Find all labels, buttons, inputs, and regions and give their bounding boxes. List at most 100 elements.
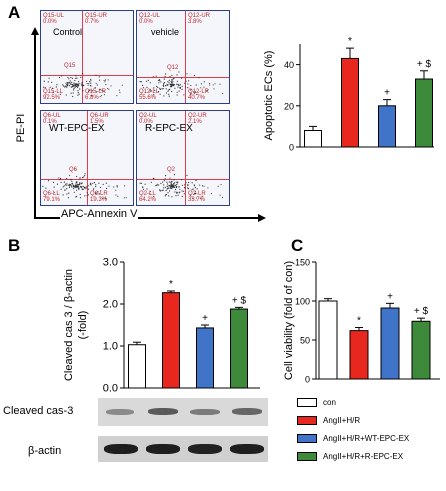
scatter-dot: [123, 197, 126, 199]
scatter-dot: [65, 184, 67, 186]
scatter-dot: [142, 186, 144, 188]
scatter-dot: [55, 86, 57, 88]
scatter-dot: [163, 187, 165, 189]
scatter-dot: [160, 81, 162, 83]
scatter-dot: [63, 181, 65, 183]
quadrant-ll-percent: 55.6%: [139, 95, 157, 101]
scatter-dot: [187, 87, 189, 89]
scatter-dot: [167, 81, 169, 83]
scatter-dot: [212, 84, 214, 86]
scatter-dot: [81, 188, 83, 190]
scatter-dot: [174, 188, 177, 191]
scatter-dot: [115, 194, 117, 196]
scatter-dot: [221, 196, 224, 198]
scatter-dot: [92, 182, 94, 184]
scatter-dot: [103, 90, 105, 92]
scatter-dot: [68, 183, 70, 185]
scatter-dot: [90, 82, 92, 84]
scatter-dot: [69, 178, 72, 181]
scatter-dot: [156, 85, 158, 87]
scatter-dot: [62, 186, 64, 188]
quadrant-lr-label: Q6-LR: [90, 191, 108, 197]
scatter-dot: [116, 185, 118, 187]
flow-plot: Q6-UL 0.1% Q6-UR 1.5% Q6-LL 79.1% Q6-LR 19.3% Q6…: [40, 110, 134, 206]
significance-marker: +: [387, 291, 393, 302]
flow-plot-title: vehicle: [151, 27, 180, 37]
scatter-dot: [78, 83, 80, 85]
scatter-dot: [194, 187, 196, 189]
scatter-dot: [75, 75, 77, 77]
scatter-dot: [172, 184, 174, 186]
flow-plot-title: R-EPC-EX: [145, 123, 193, 134]
scatter-dot: [191, 189, 193, 191]
scatter-dot: [82, 186, 84, 188]
legend-swatch: [297, 397, 317, 407]
scatter-dot: [73, 186, 75, 188]
legend-label: AngII+H/R: [323, 415, 361, 425]
scatter-dot: [105, 182, 107, 184]
scatter-dot: [165, 92, 167, 94]
blot-strip-cas3: [98, 398, 268, 426]
scatter-dot: [173, 179, 175, 181]
scatter-dot: [83, 188, 85, 190]
significance-marker: + $: [414, 306, 429, 317]
scatter-dot: [220, 183, 222, 186]
scatter-dot: [76, 195, 78, 197]
scatter-cloud: [42, 173, 127, 200]
scatter-dot: [139, 182, 141, 184]
scatter-dot: [186, 174, 188, 176]
scatter-dot: [52, 91, 54, 94]
legend-swatch: [297, 451, 317, 461]
bar: [378, 105, 396, 148]
scatter-dot: [150, 181, 152, 183]
legend-swatch: [297, 433, 317, 443]
scatter-dot: [165, 73, 167, 75]
scatter-dot: [60, 188, 62, 190]
scatter-dot: [142, 87, 145, 89]
blot-band: [232, 408, 262, 415]
scatter-dot: [160, 88, 162, 90]
quadrant-ur-percent: 1.5%: [90, 119, 104, 125]
scatter-dot: [163, 95, 165, 97]
scatter-dot: [49, 86, 51, 88]
scatter-dot: [193, 74, 195, 77]
y-tick-label: 50: [300, 336, 310, 346]
scatter-dot: [113, 186, 115, 188]
scatter-dot: [195, 180, 197, 182]
scatter-dot: [169, 86, 172, 88]
scatter-dot: [66, 177, 68, 180]
scatter-dot: [154, 89, 156, 91]
quadrant-line-horizontal: [137, 179, 229, 180]
scatter-dot: [177, 181, 179, 183]
scatter-dot: [190, 85, 192, 87]
scatter-dot: [67, 84, 69, 86]
scatter-dot: [169, 190, 171, 192]
scatter-dot: [115, 189, 117, 191]
scatter-dot: [172, 81, 174, 83]
scatter-dot: [82, 90, 84, 92]
scatter-dot: [74, 83, 76, 85]
scatter-dot: [72, 95, 74, 98]
quadrant-line-vertical: [185, 11, 186, 103]
scatter-dot: [157, 79, 159, 81]
scatter-dot: [149, 90, 151, 92]
scatter-dot: [106, 187, 108, 189]
y-tick-label: 1.0: [103, 341, 118, 353]
scatter-dot: [178, 186, 180, 188]
scatter-dot: [75, 77, 77, 79]
scatter-dot: [80, 83, 82, 85]
scatter-dot: [176, 74, 178, 76]
scatter-dot: [69, 83, 72, 85]
scatter-dot: [82, 84, 84, 86]
legend-item-r: AngII+H/R+R-EPC-EX: [297, 450, 403, 462]
scatter-dot: [77, 85, 79, 87]
scatter-dot: [175, 195, 177, 197]
quadrant-ul-percent: 0.0%: [139, 19, 153, 25]
scatter-dot: [80, 76, 82, 78]
scatter-dot: [66, 86, 68, 88]
scatter-dot: [162, 181, 164, 183]
bar: [415, 78, 433, 148]
scatter-dot: [188, 181, 190, 184]
scatter-dot: [184, 82, 186, 84]
bar: [128, 344, 146, 389]
